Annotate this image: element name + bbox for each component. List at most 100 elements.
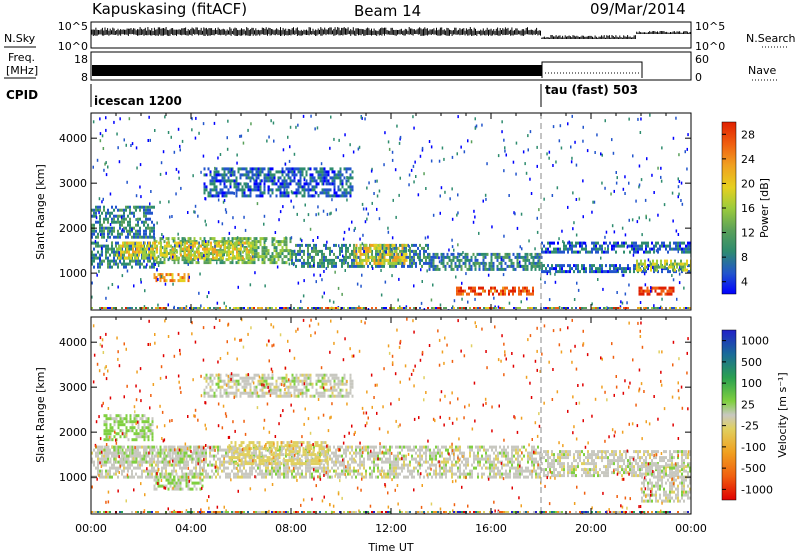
heatmap-cell: [222, 256, 224, 260]
heatmap-cell: [595, 244, 597, 248]
heatmap-cell: [436, 255, 439, 259]
heatmap-cell: [506, 264, 509, 268]
heatmap-cell: [249, 185, 252, 189]
heatmap-cell: [249, 237, 252, 241]
scatter-echo: [105, 239, 108, 242]
heatmap-cell: [436, 264, 439, 268]
ground-echo: [335, 307, 337, 309]
heatmap-cell: [295, 167, 298, 171]
heatmap-cell: [530, 252, 533, 256]
heatmap-cell: [375, 249, 377, 253]
heatmap-cell: [117, 208, 119, 212]
heatmap-cell: [150, 256, 152, 260]
heatmap-cell: [170, 253, 172, 257]
scatter-echo: [453, 299, 456, 303]
heatmap-cell: [207, 243, 210, 247]
ground-echo: [331, 307, 333, 309]
heatmap-cell: [243, 182, 246, 186]
heatmap-cell: [331, 170, 334, 174]
heatmap-cell: [281, 191, 284, 195]
heatmap-cell: [654, 286, 657, 290]
ground-echo: [181, 307, 183, 309]
ground-echo: [555, 307, 557, 309]
scatter-echo: [438, 256, 440, 260]
heatmap-cell: [171, 469, 173, 473]
beam-title: Beam 14: [354, 2, 421, 20]
heatmap-cell: [339, 170, 342, 174]
ground-echo: [661, 307, 663, 309]
scatter-echo: [594, 151, 596, 154]
heatmap-cell: [205, 258, 208, 262]
heatmap-cell: [183, 457, 185, 461]
heatmap-cell: [317, 249, 319, 253]
heatmap-cell: [204, 253, 206, 257]
heatmap-cell: [141, 235, 143, 239]
heatmap-cell: [311, 255, 313, 259]
heatmap-cell: [651, 247, 653, 251]
colorbar-tick-label: 20: [741, 177, 755, 190]
heatmap-cell: [399, 243, 401, 247]
scatter-echo: [485, 197, 487, 201]
heatmap-cell: [581, 244, 583, 248]
scatter-echo: [330, 211, 332, 215]
heatmap-cell: [223, 176, 226, 180]
heatmap-cell: [299, 191, 302, 195]
scatter-echo: [387, 230, 390, 234]
heatmap-cell: [156, 244, 158, 248]
heatmap-cell: [623, 250, 625, 254]
heatmap-cell: [125, 205, 127, 209]
scatter-echo: [451, 238, 453, 242]
heatmap-cell: [243, 258, 246, 262]
heatmap-cell: [195, 475, 197, 479]
heatmap-cell: [121, 454, 123, 458]
heatmap-cell: [248, 250, 250, 254]
ground-echo: [155, 307, 157, 309]
heatmap-cell: [377, 243, 380, 247]
heatmap-cell: [675, 241, 677, 245]
ground-echo: [127, 307, 129, 309]
heatmap-cell: [419, 249, 421, 253]
heatmap-cell: [111, 220, 113, 224]
scatter-echo: [343, 230, 346, 234]
heatmap-cell: [261, 170, 264, 174]
heatmap-cell: [492, 292, 494, 296]
heatmap-cell: [289, 167, 292, 171]
scatter-echo: [671, 191, 674, 195]
scatter-echo: [680, 181, 683, 185]
heatmap-cell: [460, 289, 462, 293]
heatmap-cell: [125, 475, 127, 479]
heatmap-cell: [283, 176, 286, 180]
scatter-echo: [287, 135, 289, 139]
heatmap-cell: [199, 466, 201, 470]
heatmap-cell: [307, 255, 309, 259]
heatmap-cell: [245, 167, 248, 171]
heatmap-cell: [139, 475, 141, 479]
scatter-echo: [237, 285, 239, 289]
heatmap-cell: [315, 469, 317, 473]
heatmap-cell: [307, 243, 309, 247]
heatmap-cell: [405, 249, 407, 253]
heatmap-cell: [534, 264, 537, 268]
heatmap-cell: [379, 255, 382, 259]
heatmap-cell: [333, 173, 336, 177]
heatmap-cell: [625, 241, 627, 245]
heatmap-cell: [496, 267, 499, 271]
scatter-echo: [611, 138, 613, 142]
scatter-echo: [444, 190, 446, 194]
scatter-echo: [484, 193, 487, 197]
scatter-echo: [536, 230, 539, 234]
heatmap-cell: [285, 466, 287, 470]
heatmap-cell: [379, 246, 382, 250]
ground-echo: [285, 307, 287, 309]
heatmap-cell: [115, 259, 117, 263]
heatmap-cell: [227, 191, 230, 195]
heatmap-cell: [595, 250, 597, 254]
scatter-echo: [621, 273, 624, 277]
heatmap-cell: [126, 241, 128, 245]
scatter-echo: [204, 219, 206, 223]
heatmap-cell: [127, 235, 129, 239]
scatter-echo: [420, 268, 422, 272]
heatmap-cell: [381, 249, 384, 253]
heatmap-cell: [261, 255, 264, 259]
scatter-echo: [451, 155, 454, 159]
